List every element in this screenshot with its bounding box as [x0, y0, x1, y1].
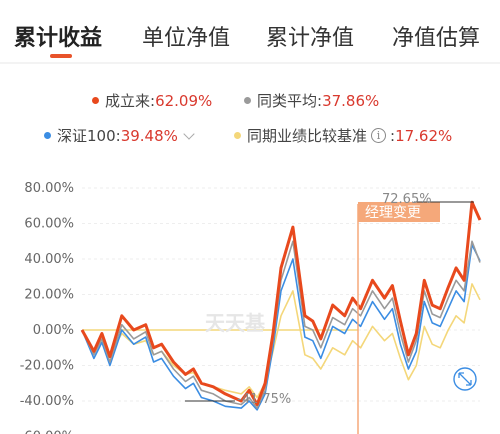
legend-label: 同期业绩比较基准 [247, 127, 368, 145]
legend-value: 62.09% [155, 91, 213, 110]
legend-sep: : [115, 126, 121, 145]
legend-dot-peer-average [244, 97, 251, 104]
legend-dot-index [44, 132, 51, 139]
legend-value: 37.86% [322, 91, 380, 110]
max-annotation: 72.65% [382, 192, 432, 207]
series-line-0 [80, 200, 482, 406]
legend-label: 同类平均 [257, 92, 318, 110]
manager-change-marker[interactable]: 经理变更 [357, 202, 440, 434]
tab-unit-nav[interactable]: 单位净值 [142, 26, 231, 51]
y-tick-label: 80.00% [24, 181, 74, 196]
manager-change-label: 经理变更 [365, 205, 421, 221]
y-tick-label: -20.00% [20, 359, 74, 374]
y-tick-label: 60.00% [24, 217, 74, 232]
series-line-2 [81, 244, 481, 411]
cumulative-return-chart[interactable]: 80.00% 60.00% 40.00% 20.00% 0.00% -20.00% -40.… [0, 160, 500, 434]
info-icon[interactable]: i [371, 128, 387, 143]
y-tick-label: -60.00% [20, 430, 74, 434]
legend-item-index[interactable]: 深证100 :39.48% [44, 125, 195, 146]
legend-item-benchmark[interactable]: 同期业绩比较基准 i :17.62% [234, 125, 452, 146]
chevron-down-icon[interactable] [183, 127, 195, 140]
legend-value: 39.48% [120, 126, 178, 145]
y-tick-label: -40.00% [20, 394, 74, 409]
legend-dot-benchmark [234, 132, 241, 139]
y-tick-label: 20.00% [24, 288, 74, 303]
min-annotation: -41.75% [237, 392, 291, 407]
legend-label: 成立来 [105, 92, 151, 110]
fullscreen-icon[interactable] [453, 367, 477, 391]
legend-value: 17.62% [395, 126, 453, 145]
legend-sep: : [317, 91, 323, 110]
y-tick-label: 0.00% [33, 323, 74, 338]
legend-item-peer-average[interactable]: 同类平均 :37.86% [244, 90, 379, 111]
tab-cumulative-return[interactable]: 累计收益 [14, 26, 103, 51]
tab-bar: 累计收益 单位净值 累计净值 净值估算 [0, 0, 500, 62]
manager-change-badge [358, 202, 440, 222]
legend-sep: : [390, 126, 396, 145]
active-tab-indicator [50, 54, 72, 58]
legend-item-fund[interactable]: 成立来 :62.09% [92, 90, 212, 111]
legend-sep: : [150, 91, 156, 110]
watermark: 天天基 [205, 311, 266, 335]
series-line-1 [81, 240, 481, 409]
y-tick-label: 40.00% [24, 252, 74, 267]
y-axis-ticks: 80.00% 60.00% 40.00% 20.00% 0.00% -20.00% -40.… [20, 181, 74, 434]
legend-label: 深证100 [57, 127, 116, 145]
tab-nav-estimate[interactable]: 净值估算 [392, 26, 481, 51]
tab-divider [0, 62, 500, 64]
tab-accumulated-nav[interactable]: 累计净值 [266, 26, 355, 51]
legend-dot-fund [92, 97, 99, 104]
series-lines [80, 200, 482, 411]
